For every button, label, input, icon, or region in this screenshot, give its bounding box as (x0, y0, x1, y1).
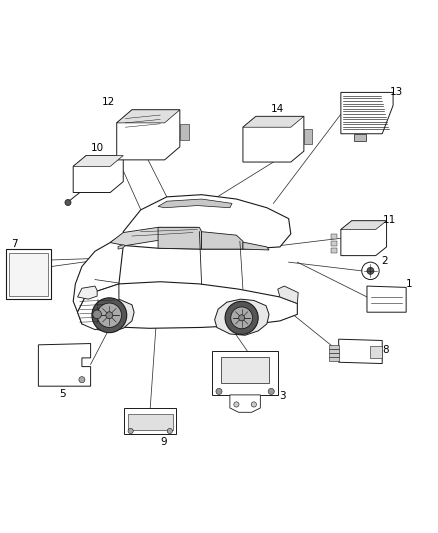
Polygon shape (158, 228, 201, 249)
Text: 7: 7 (11, 239, 18, 249)
Polygon shape (158, 199, 232, 208)
Text: 13: 13 (390, 86, 403, 96)
Circle shape (79, 377, 85, 383)
Polygon shape (110, 228, 201, 246)
Polygon shape (354, 134, 366, 141)
Circle shape (234, 402, 239, 407)
Polygon shape (123, 195, 291, 249)
FancyBboxPatch shape (6, 249, 51, 299)
FancyBboxPatch shape (180, 124, 188, 140)
Circle shape (128, 429, 133, 434)
Circle shape (216, 389, 222, 394)
Polygon shape (201, 232, 243, 249)
Polygon shape (243, 116, 304, 162)
Circle shape (251, 402, 256, 407)
Circle shape (93, 310, 102, 319)
Polygon shape (39, 344, 91, 386)
Circle shape (231, 307, 253, 329)
Text: 10: 10 (91, 143, 104, 153)
Circle shape (97, 303, 121, 327)
Polygon shape (278, 286, 298, 303)
Text: 1: 1 (406, 279, 413, 289)
Polygon shape (230, 395, 260, 413)
Polygon shape (117, 110, 180, 123)
Polygon shape (73, 156, 123, 192)
FancyBboxPatch shape (9, 253, 48, 296)
FancyBboxPatch shape (329, 357, 339, 361)
FancyBboxPatch shape (331, 241, 336, 246)
FancyBboxPatch shape (331, 235, 336, 239)
Polygon shape (339, 339, 382, 364)
Text: 11: 11 (383, 215, 396, 225)
FancyBboxPatch shape (304, 128, 312, 144)
Polygon shape (341, 221, 387, 256)
Circle shape (92, 298, 127, 333)
Polygon shape (73, 234, 125, 312)
Polygon shape (73, 156, 123, 166)
Polygon shape (117, 110, 180, 160)
Circle shape (268, 389, 274, 394)
FancyBboxPatch shape (370, 346, 382, 358)
Polygon shape (84, 298, 134, 332)
Text: 12: 12 (101, 97, 115, 107)
Polygon shape (341, 221, 387, 230)
Polygon shape (118, 245, 125, 249)
Circle shape (367, 268, 374, 274)
Polygon shape (341, 92, 393, 134)
Polygon shape (215, 299, 269, 335)
Text: 3: 3 (279, 391, 286, 401)
Polygon shape (78, 286, 97, 299)
FancyBboxPatch shape (329, 345, 339, 349)
FancyBboxPatch shape (124, 408, 177, 434)
Polygon shape (78, 284, 119, 329)
Polygon shape (243, 116, 304, 127)
FancyBboxPatch shape (329, 353, 339, 357)
Text: 5: 5 (59, 389, 66, 399)
Text: 2: 2 (381, 256, 388, 266)
FancyBboxPatch shape (221, 357, 269, 383)
Text: 14: 14 (271, 104, 284, 114)
Circle shape (225, 301, 258, 334)
Polygon shape (243, 242, 269, 250)
Polygon shape (367, 286, 406, 312)
Polygon shape (78, 282, 297, 328)
FancyBboxPatch shape (127, 415, 173, 430)
Text: 8: 8 (382, 345, 389, 356)
FancyBboxPatch shape (329, 349, 339, 353)
FancyBboxPatch shape (212, 351, 278, 395)
Circle shape (65, 199, 71, 206)
Circle shape (239, 315, 245, 321)
Circle shape (167, 429, 173, 434)
Text: 9: 9 (160, 437, 166, 447)
FancyBboxPatch shape (331, 248, 336, 253)
Circle shape (106, 312, 113, 319)
